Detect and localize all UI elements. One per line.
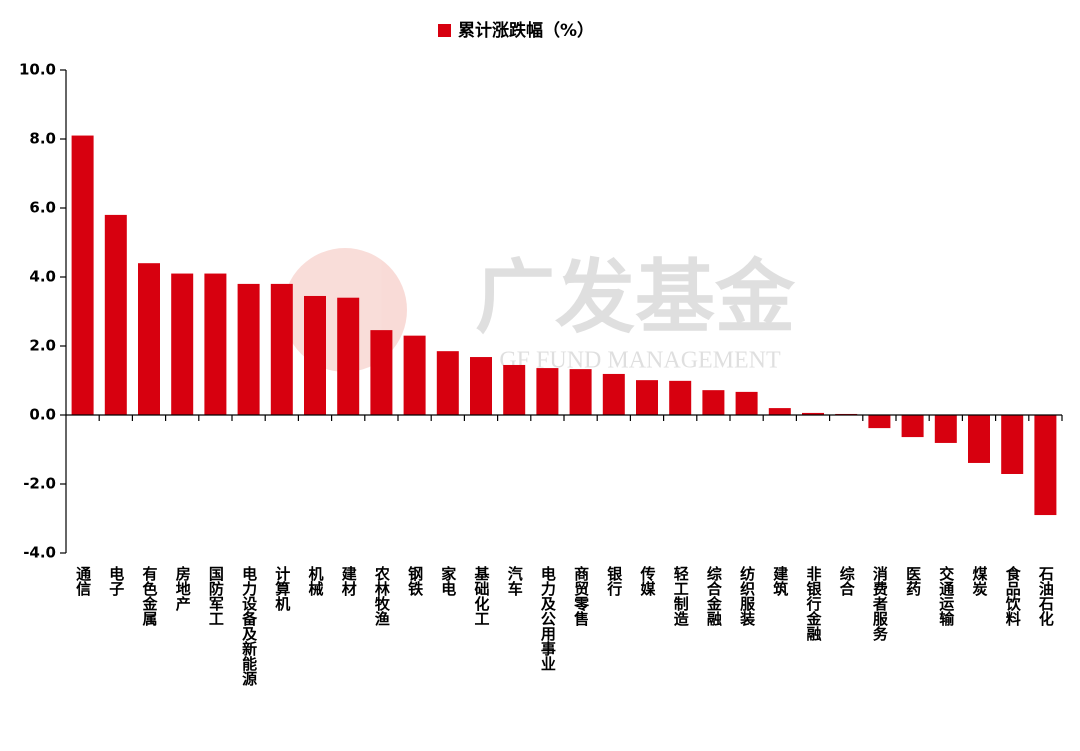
x-tick-label: 房地产 <box>174 565 192 612</box>
x-tick-label: 轻工制造 <box>672 565 690 627</box>
x-tick-label: 银行 <box>605 565 623 597</box>
bar <box>1001 415 1024 474</box>
x-tick-label: 有色金属 <box>141 565 159 627</box>
y-tick-label: 0.0 <box>29 406 56 424</box>
x-tick-label: 建材 <box>340 565 358 597</box>
y-tick-label: 10.0 <box>19 61 56 79</box>
x-tick-label: 汽车 <box>506 565 524 597</box>
legend-label: 累计涨跌幅（%） <box>458 20 594 41</box>
watermark-title: 广发基金 <box>475 251 796 344</box>
y-tick-label: 4.0 <box>29 268 56 286</box>
x-tick-label: 消费者服务 <box>871 565 889 642</box>
x-tick-label: 传媒 <box>639 565 657 597</box>
x-tick-label: 国防军工 <box>207 566 225 626</box>
bar <box>768 408 791 415</box>
bar <box>403 335 426 415</box>
x-tick-label: 纺织服装 <box>738 565 756 627</box>
y-tick-label: -2.0 <box>23 475 56 493</box>
bar <box>569 369 592 415</box>
bar <box>636 380 658 415</box>
x-tick-label: 商贸零售 <box>572 565 590 627</box>
bar <box>934 415 957 443</box>
x-tick-label: 基础化工 <box>473 565 491 626</box>
bar <box>138 263 160 415</box>
legend-swatch <box>438 24 451 37</box>
x-tick-label: 电子 <box>107 565 125 597</box>
x-tick-label: 机械 <box>307 565 325 597</box>
bar <box>304 295 326 415</box>
bar <box>104 214 127 415</box>
bar <box>536 368 559 415</box>
bar <box>669 380 692 415</box>
bar <box>470 357 492 415</box>
x-tick-label: 非银行金融 <box>805 565 823 642</box>
bar <box>370 330 393 415</box>
bar <box>602 373 625 415</box>
bar <box>237 283 260 415</box>
watermark: 广发基金 GF FUND MANAGEMENT <box>283 248 796 374</box>
bar <box>702 390 725 415</box>
x-tick-label: 综合金融 <box>705 565 723 627</box>
bar <box>1034 415 1057 516</box>
y-tick-label: 2.0 <box>29 337 56 355</box>
bar <box>436 351 459 415</box>
bar <box>735 391 758 415</box>
bar <box>901 415 924 438</box>
bar <box>968 415 990 463</box>
x-tick-label: 医药 <box>904 566 922 597</box>
bar <box>270 283 293 415</box>
y-tick-label: -4.0 <box>23 544 56 562</box>
bar <box>503 364 526 415</box>
x-tick-label: 交通运输 <box>937 565 955 627</box>
bar <box>868 415 891 429</box>
x-tick-label: 农林牧渔 <box>373 565 391 627</box>
bar <box>171 273 194 415</box>
x-tick-label: 石油石化 <box>1037 566 1055 626</box>
y-tick-label: 6.0 <box>29 199 56 217</box>
bar <box>802 412 824 415</box>
x-tick-label: 计算机 <box>273 565 291 612</box>
x-tick-label: 综合 <box>838 565 856 597</box>
x-tick-label: 建筑 <box>771 565 789 597</box>
x-tick-label: 电力设备及新能源 <box>240 565 258 687</box>
x-tick-label: 家电 <box>439 565 457 596</box>
bar <box>337 297 360 415</box>
x-tick-label: 电力及公用事业 <box>539 565 557 671</box>
x-tick-label: 食品饮料 <box>1004 565 1022 627</box>
bar <box>204 273 227 415</box>
bar <box>71 135 94 416</box>
x-tick-label: 钢铁 <box>406 565 424 597</box>
x-tick-label: 煤炭 <box>971 566 989 597</box>
x-tick-label: 通信 <box>74 566 92 597</box>
y-tick-label: 8.0 <box>29 130 56 148</box>
